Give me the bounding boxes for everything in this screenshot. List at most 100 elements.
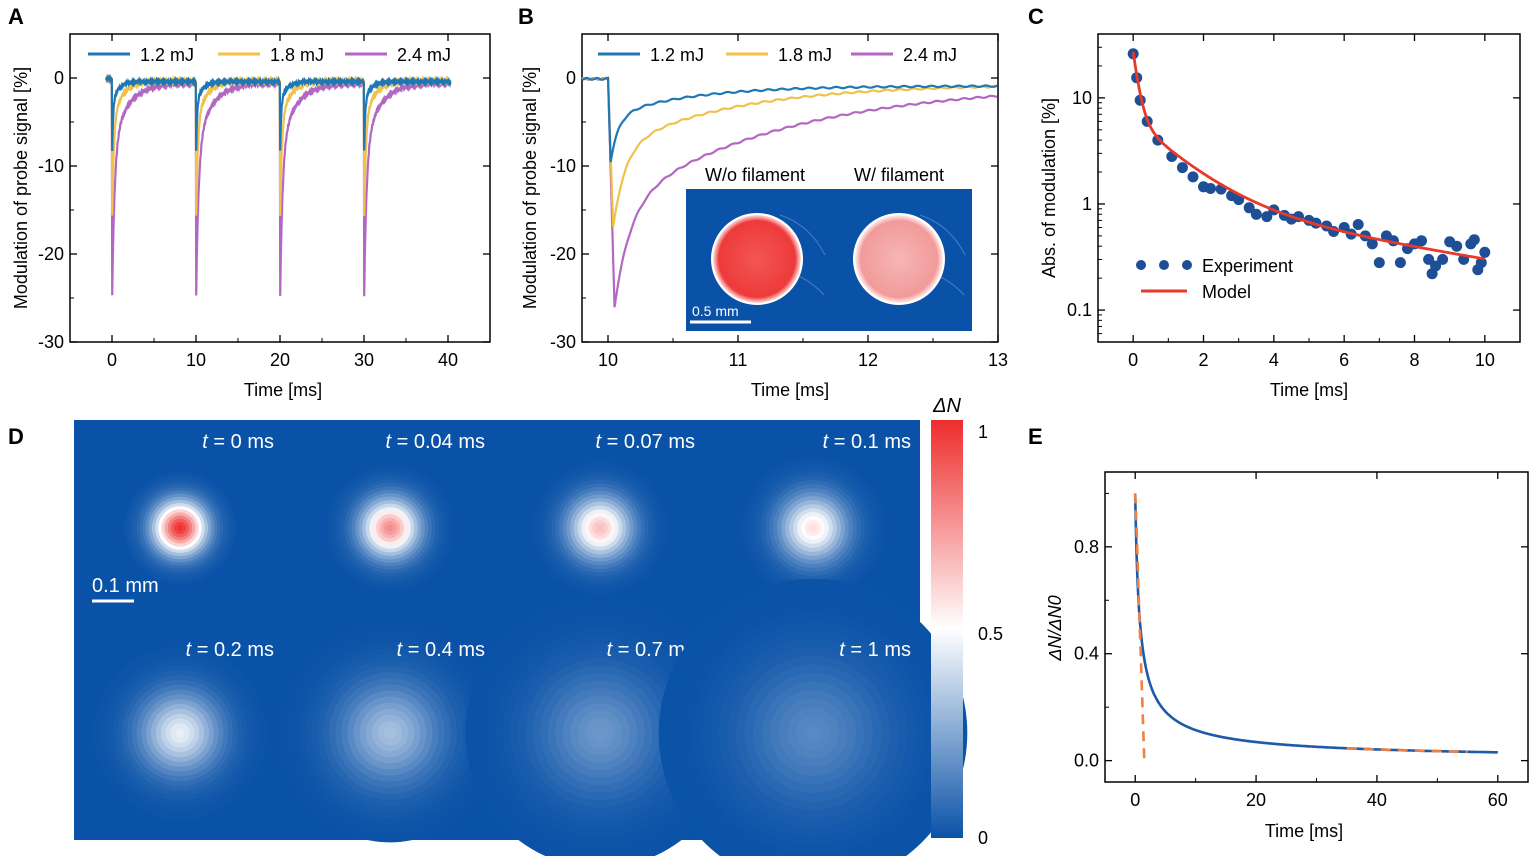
series-line [581, 76, 998, 163]
panel-c-xtick-label: 2 [1198, 350, 1208, 370]
experiment-point [1416, 235, 1427, 247]
panel-b-xtick-label: 12 [858, 350, 878, 370]
panel-e-xtick-label: 20 [1246, 790, 1266, 810]
diffusion-ring [804, 724, 822, 742]
diffusion-ring [809, 524, 817, 532]
legend-label-1-8mj: 1.8 mJ [270, 45, 324, 65]
panel-b-legend: 1.2 mJ 1.8 mJ 2.4 mJ [598, 45, 957, 65]
series-line [105, 73, 452, 152]
time-value: = 0.4 ms [402, 639, 485, 661]
frame-time-label: t = 1 ms [839, 639, 911, 661]
panel-e-ylabel: ΔN/ΔN0 [1045, 595, 1065, 661]
diffusion-frame-4 [93, 646, 267, 820]
panel-label-a: A [8, 4, 24, 29]
panel-e-ytick-label: 0.8 [1074, 537, 1099, 557]
frame-time-label: t = 0.7 ms [607, 639, 695, 661]
slow-tail-fit [1346, 747, 1468, 754]
time-symbol: t [386, 431, 393, 453]
time-value: = 0.04 ms [391, 431, 485, 453]
experiment-point [1187, 171, 1199, 183]
panel-c-ytick-label: 0.1 [1067, 300, 1092, 320]
panel-label-c: C [1028, 4, 1044, 29]
experiment-point [1394, 257, 1406, 269]
panel-c-xtick-label: 0 [1128, 350, 1138, 370]
panel-label-d: D [8, 424, 24, 449]
frame-time-label: t = 0 ms [202, 431, 274, 453]
time-symbol: t [823, 431, 830, 453]
time-value: = 0.7 ms [612, 639, 695, 661]
experiment-point [1451, 240, 1463, 252]
diffusion-frame-1 [327, 465, 453, 591]
time-symbol: t [607, 639, 614, 661]
panel-e-xtick-label: 40 [1367, 790, 1387, 810]
inset-scale-bar-label: 0.5 mm [692, 303, 739, 319]
panel-a-ytick-label: -20 [38, 244, 64, 264]
frame-time-label: t = 0.2 ms [186, 639, 274, 661]
panel-e-xtick-label: 0 [1130, 790, 1140, 810]
panel-b-ytick-label: -10 [550, 156, 576, 176]
experiment-point [1423, 253, 1435, 265]
panel-c-xtick-label: 6 [1339, 350, 1349, 370]
panel-b-inset: W/o filament W/ filament 0.5 mm [686, 165, 972, 331]
panel-c-xlabel: Time [ms] [1270, 380, 1348, 400]
experiment-point [1479, 246, 1491, 258]
frame-time-label: t = 0.04 ms [386, 431, 486, 453]
legend-label-2-4mj: 2.4 mJ [397, 45, 451, 65]
time-symbol: t [202, 431, 209, 453]
panel-a-xlabel: Time [ms] [244, 380, 322, 400]
panel-b-xlabel: Time [ms] [751, 380, 829, 400]
legend-marker-experiment [1182, 260, 1192, 270]
panel-b-ylabel: Modulation of probe signal [%] [520, 67, 540, 309]
experiment-point [1205, 183, 1216, 194]
panel-b-xtick-label: 10 [598, 350, 618, 370]
legend-marker-experiment [1136, 260, 1146, 270]
panel-c-xtick-label: 8 [1409, 350, 1419, 370]
diffusion-ring [386, 524, 394, 532]
diffusion-ring [596, 524, 604, 532]
colorbar [931, 420, 963, 838]
panel-a-legend: 1.2 mJ 1.8 mJ 2.4 mJ [88, 45, 451, 65]
colorbar-tick-0-5: 0.5 [978, 624, 1003, 644]
colorbar-tick-1: 1 [978, 422, 988, 442]
legend-marker-experiment [1159, 260, 1169, 270]
panel-e-ytick-label: 0.0 [1074, 751, 1099, 771]
panel-c: 0 2 4 6 8 10 0.1 1 10 Experiment Model Time [ms]… [1039, 33, 1521, 400]
time-symbol: t [596, 431, 603, 453]
panel-label-e: E [1028, 424, 1043, 449]
panel-e-frame [1104, 471, 1529, 783]
panel-e-ytick-label: 0.4 [1074, 644, 1099, 664]
panel-a-xtick-label: 0 [107, 350, 117, 370]
diffusion-frame-5 [280, 623, 500, 843]
panel-b-ytick-label: 0 [566, 68, 576, 88]
panel-c-ylabel: Abs. of modulation [%] [1039, 98, 1059, 278]
experiment-point [1243, 202, 1255, 214]
colorbar-tick-0: 0 [978, 828, 988, 848]
diffusion-frame-2 [532, 460, 668, 596]
solution-curve [1133, 493, 1498, 754]
experiment-point [1261, 211, 1273, 223]
inset-beam-spot-without-filament [711, 213, 803, 305]
series-line [581, 75, 998, 228]
panel-a-ytick-label: -30 [38, 332, 64, 352]
diffusion-ring [176, 524, 184, 532]
panel-b-xtick-label: 11 [729, 350, 748, 370]
panel-c-legend: Experiment Model [1136, 256, 1293, 302]
panel-b-xtick-label: 13 [988, 350, 1008, 370]
series-line [581, 76, 998, 308]
panel-c-ytick-label: 10 [1072, 88, 1092, 108]
experiment-point [1366, 238, 1378, 250]
time-value: = 1 ms [845, 639, 911, 661]
panel-e-xtick-label: 60 [1488, 790, 1508, 810]
time-symbol: t [839, 639, 846, 661]
diffusion-ring [175, 728, 185, 738]
legend-label-experiment: Experiment [1202, 256, 1293, 276]
frame-time-label: t = 0.07 ms [596, 431, 696, 453]
panel-b-frame [581, 33, 999, 343]
experiment-point [1468, 234, 1480, 246]
panel-d-scale-bar-label: 0.1 mm [92, 575, 159, 597]
panel-c-xtick-label: 4 [1269, 350, 1279, 370]
time-symbol: t [186, 639, 193, 661]
frame-time-label: t = 0.4 ms [397, 639, 485, 661]
legend-label-2-4mj: 2.4 mJ [903, 45, 957, 65]
